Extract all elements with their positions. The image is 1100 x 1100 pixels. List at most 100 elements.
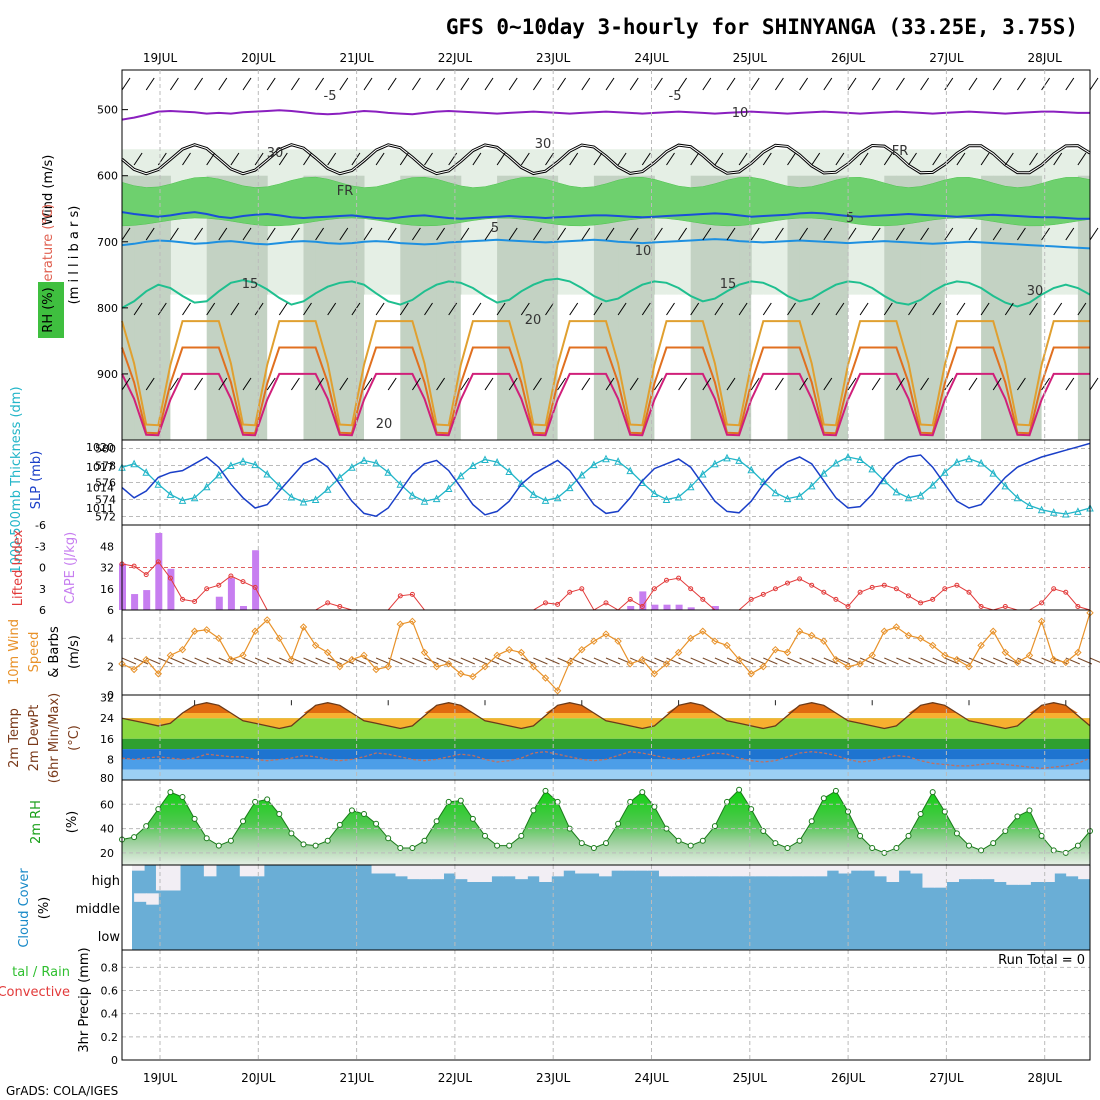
wind-barb: [581, 77, 591, 91]
wind-speed-point: [541, 674, 550, 682]
wind-barb: [908, 302, 917, 316]
li-point: [1063, 589, 1069, 595]
wind-barb-10m: [859, 657, 875, 665]
wind-barb: [932, 152, 942, 166]
cloud-clear-high: [742, 865, 756, 877]
wind-speed-point: [989, 627, 997, 635]
contour-label-9: 20: [525, 313, 542, 328]
rh-point: [953, 830, 960, 837]
wind-speed-point: [372, 665, 380, 674]
wind-barb: [157, 302, 167, 316]
precip-tick: 0.2: [101, 1031, 119, 1044]
rh-point: [252, 798, 259, 805]
cloud-clear-high: [958, 865, 971, 880]
wind-barb: [871, 377, 881, 391]
run-total-label: Run Total = 0: [998, 953, 1085, 968]
wind-barb: [641, 152, 651, 166]
wind-speed-point: [699, 627, 707, 635]
slp-tick: 1011: [86, 502, 114, 515]
wind-barb: [762, 302, 772, 316]
cloud-clear-high: [599, 865, 612, 877]
rh-point: [421, 837, 428, 844]
rh-point: [227, 837, 234, 844]
wind-barb: [254, 152, 264, 166]
wind-barb: [145, 77, 155, 91]
cloud-clear-high: [886, 865, 900, 882]
cloud-level-high: high: [92, 874, 120, 889]
wind-barb: [121, 377, 131, 391]
cloud-clear-high: [251, 865, 265, 877]
wind-barb-10m: [581, 657, 596, 665]
contour-label-8: 15: [720, 277, 737, 292]
rh-band-dry: [472, 294, 486, 440]
wind-speed-point: [590, 637, 598, 645]
li-point: [567, 589, 573, 595]
wind-barb: [230, 302, 240, 316]
ylabel-cloud-unit: (%): [37, 897, 52, 920]
wind-speed-point: [638, 655, 647, 664]
date-label-top: 22JUL: [438, 51, 473, 65]
rh-point: [711, 823, 718, 830]
wind-barb: [484, 77, 494, 91]
thickness-point: [626, 466, 635, 475]
wind-speed-point: [227, 655, 235, 664]
wind-barb: [1041, 377, 1051, 391]
cloud-clear-high: [1078, 865, 1091, 880]
wind-barb: [351, 302, 361, 316]
wind-barb: [992, 377, 1002, 391]
wind-speed-point: [807, 631, 816, 640]
cape-tick: 32: [100, 562, 114, 575]
thickness-point: [892, 487, 901, 496]
date-label-bottom: 26JUL: [831, 1071, 866, 1085]
wind-barb: [387, 227, 397, 241]
cloud-clear-high: [718, 865, 732, 877]
wind-barb: [182, 152, 191, 166]
cloud-clear-high: [383, 865, 397, 874]
thickness-point: [1025, 501, 1034, 509]
cloud-clear-high: [1066, 865, 1079, 877]
wind-speed-point: [674, 648, 683, 657]
wind-barb-10m: [545, 657, 560, 665]
temp-tick: 24: [100, 712, 114, 725]
wind-speed-point: [904, 631, 913, 640]
wind-barb: [1065, 227, 1075, 241]
wind-barb: [121, 77, 131, 91]
wind-barb: [762, 152, 772, 166]
cloud-clear-high: [826, 865, 840, 871]
rh-point: [409, 845, 416, 851]
thickness-point: [456, 471, 465, 480]
cloud-clear-high: [766, 865, 780, 877]
wind-barb: [436, 77, 446, 91]
rh-band-dry: [388, 294, 401, 440]
rh-point: [288, 830, 295, 837]
thickness-point: [360, 456, 368, 464]
li-point: [325, 600, 331, 606]
wind-barb: [436, 377, 446, 391]
wind-barb: [932, 302, 942, 316]
wind-barb: [605, 377, 615, 391]
wind-speed-point: [408, 617, 417, 626]
wind-tick: 0: [107, 689, 114, 702]
rh-point: [143, 823, 150, 830]
wind-speed-point: [1074, 648, 1082, 657]
wind-tick: 2: [107, 661, 114, 674]
wind-barb: [399, 302, 409, 316]
rh-point: [179, 794, 186, 800]
rh-point: [893, 845, 900, 851]
cloud-clear-high: [706, 865, 720, 877]
ylabel-rh2m: 2m RH: [29, 800, 44, 844]
rh-point: [324, 837, 331, 844]
rh-point: [578, 840, 585, 847]
thickness-point: [577, 470, 586, 479]
wind-speed-point: [832, 655, 840, 664]
rh-band-dry: [182, 294, 196, 440]
rh-band-dry: [872, 294, 885, 440]
li-point: [930, 596, 936, 602]
thickness-point: [868, 464, 877, 473]
li-point: [167, 575, 173, 581]
wind-barb: [557, 77, 567, 91]
thickness-point: [384, 468, 393, 476]
temp-tick: 8: [107, 753, 114, 766]
wind-barb-10m: [847, 657, 863, 665]
